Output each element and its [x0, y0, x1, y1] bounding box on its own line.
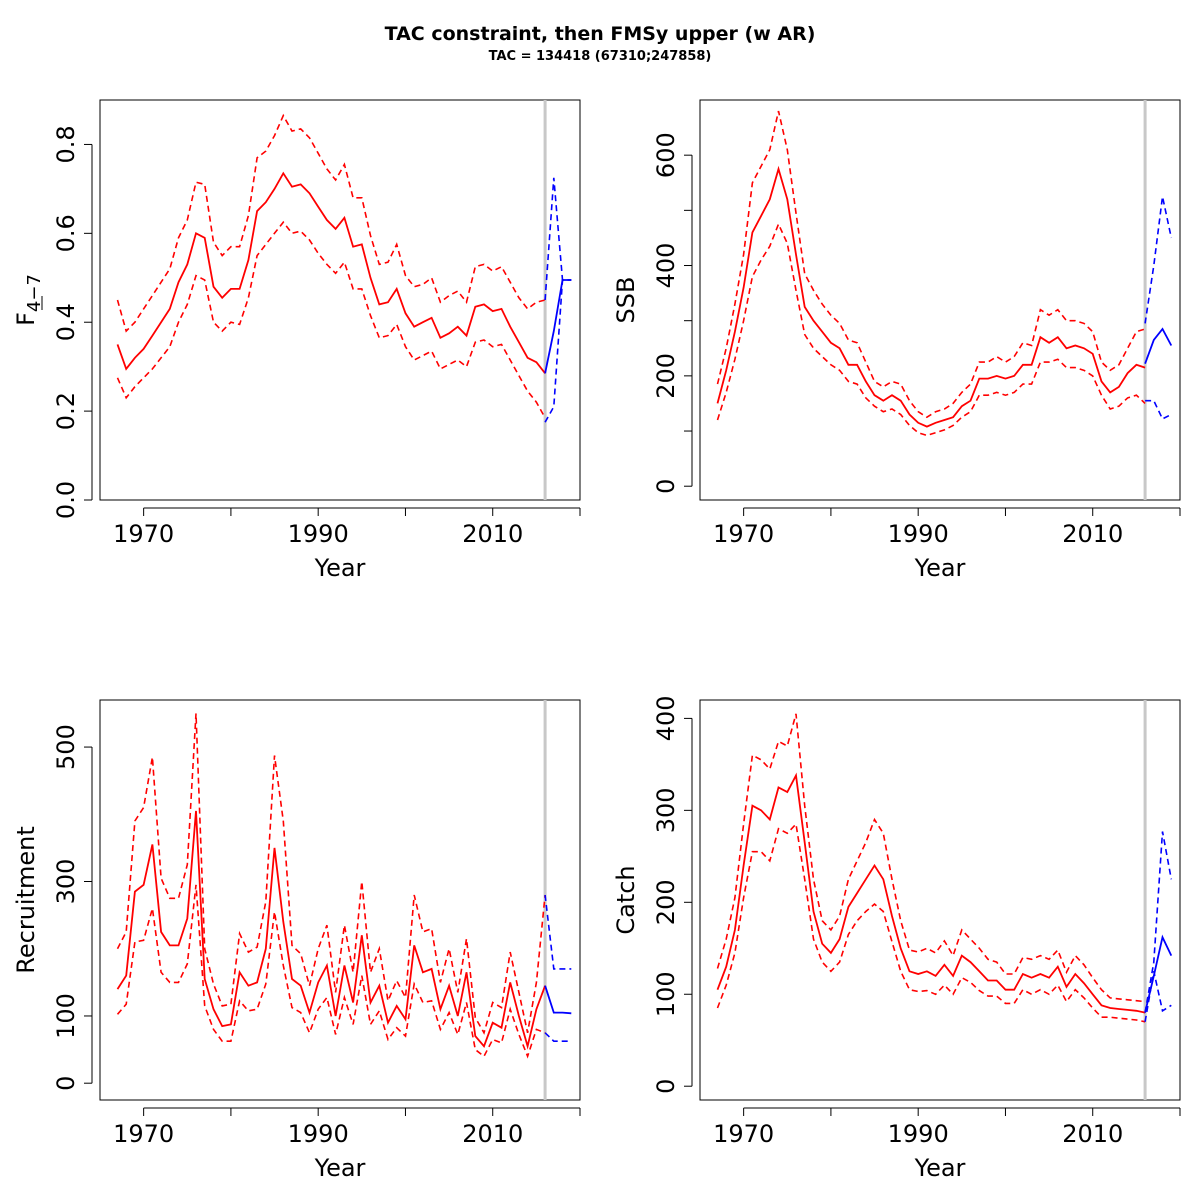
fbar-forecast-lower-line	[544, 279, 572, 423]
recruitment-ytick-label: 300	[52, 859, 80, 905]
catch-xtick-label: 1990	[888, 1120, 949, 1148]
fbar-forecast-estimate-line	[544, 279, 572, 374]
ssb-upper-bound-line	[716, 110, 1146, 419]
catch-ytick-label: 100	[652, 971, 680, 1017]
recruitment-ytick-label: 500	[52, 724, 80, 770]
fbar-ytick-label: 0.4	[52, 303, 80, 341]
catch-xlabel: Year	[914, 1154, 966, 1182]
fbar-xlabel: Year	[314, 554, 366, 582]
catch-lower-bound-line	[716, 822, 1146, 1023]
catch-xtick-label: 1970	[713, 1120, 774, 1148]
ssb-forecast-upper-line	[1144, 196, 1173, 324]
recruitment-plot-frame	[99, 699, 581, 1101]
fbar-lower-bound-line	[116, 220, 546, 419]
fbar-panel: 1970 1990 2010 0.0 0.2 0.4 0.6 0.8 Year F4−7	[12, 99, 581, 582]
recruitment-panel: 1970 1990 2010 0 100 300 500 Year Recruitment	[12, 699, 581, 1182]
recruitment-xlabel: Year	[314, 1154, 366, 1182]
fbar-xtick-label: 1970	[113, 520, 174, 548]
ssb-xtick-label: 1970	[713, 520, 774, 548]
ssb-plot-frame	[699, 99, 1181, 501]
recruitment-forecast-estimate-line	[544, 985, 572, 1015]
recruitment-estimate-line	[116, 810, 546, 1050]
fbar-forecast-upper-line	[544, 177, 572, 301]
ssb-ylabel: SSB	[612, 277, 640, 324]
recruitment-forecast-upper-line	[544, 894, 572, 970]
ssb-ytick-label: 400	[652, 243, 680, 289]
ssb-xtick-label: 1990	[888, 520, 949, 548]
recruitment-ylabel: Recruitment	[12, 826, 40, 973]
ssb-xlabel: Year	[914, 554, 966, 582]
catch-estimate-line	[716, 772, 1146, 1014]
catch-forecast-upper-line	[1144, 831, 1173, 1013]
fbar-plot-frame	[99, 99, 581, 501]
ssb-xtick-label: 2010	[1062, 520, 1123, 548]
recruitment-xtick-label: 1970	[113, 1120, 174, 1148]
ssb-forecast-estimate-line	[1144, 327, 1173, 365]
ssb-ytick-label: 600	[652, 132, 680, 178]
fbar-ytick-label: 0.2	[52, 392, 80, 430]
catch-ytick-label: 300	[652, 787, 680, 833]
catch-ytick-label: 400	[652, 695, 680, 741]
catch-ytick-label: 200	[652, 879, 680, 925]
fbar-estimate-line	[116, 171, 546, 374]
ssb-estimate-line	[716, 165, 1146, 428]
catch-panel: 1970 1990 2010 0 100 200 300 400 Year Catch	[612, 695, 1181, 1182]
catch-forecast-estimate-line	[1144, 934, 1173, 1013]
fbar-upper-bound-line	[116, 113, 546, 333]
recruitment-xtick-label: 1990	[288, 1120, 349, 1148]
ssb-forecast-lower-line	[1145, 399, 1172, 420]
fbar-ytick-label: 0.8	[52, 125, 80, 163]
fbar-ylabel: F4−7	[12, 274, 45, 326]
recruitment-lower-bound-line	[116, 884, 546, 1059]
recruitment-upper-bound-line	[116, 713, 546, 1035]
fbar-ytick-label: 0.0	[52, 481, 80, 519]
recruitment-ytick-label: 0	[52, 1076, 80, 1091]
catch-ytick-label: 0	[652, 1079, 680, 1094]
fbar-xtick-label: 2010	[462, 520, 523, 548]
chart-title: TAC constraint, then FMSy upper (w AR)	[385, 23, 816, 45]
ssb-ytick-label: 0	[652, 479, 680, 494]
fbar-ytick-label: 0.6	[52, 214, 80, 252]
recruitment-xtick-label: 2010	[462, 1120, 523, 1148]
catch-ylabel: Catch	[612, 865, 640, 934]
recruitment-ytick-label: 100	[52, 993, 80, 1039]
chart-subtitle: TAC = 134418 (67310;247858)	[489, 49, 712, 64]
fbar-xtick-label: 1990	[288, 520, 349, 548]
ssb-panel: 1970 1990 2010 0 200 400 600 Year SSB	[612, 99, 1181, 582]
recruitment-forecast-lower-line	[544, 1032, 572, 1042]
catch-xtick-label: 2010	[1062, 1120, 1123, 1148]
catch-upper-bound-line	[716, 713, 1146, 1003]
catch-plot-frame	[699, 699, 1181, 1101]
ssb-lower-bound-line	[716, 222, 1146, 437]
ssb-ytick-label: 200	[652, 353, 680, 399]
